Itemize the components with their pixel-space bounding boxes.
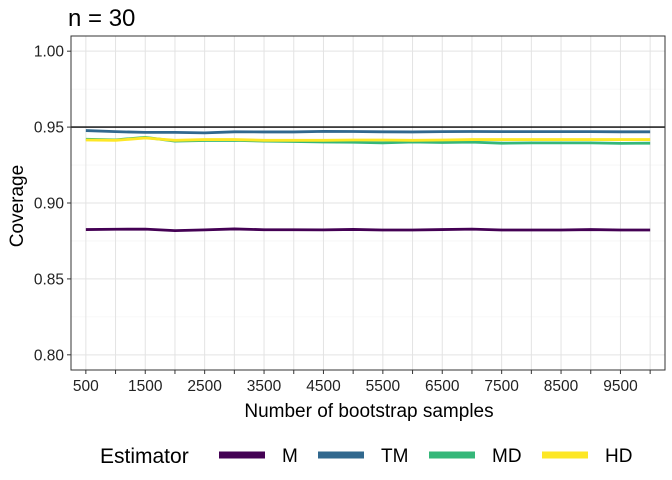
y-tick-label: 0.80 bbox=[34, 347, 65, 364]
y-tick-label: 0.85 bbox=[34, 271, 64, 288]
series-line-tm bbox=[85, 129, 651, 135]
x-tick-label: 3500 bbox=[247, 378, 282, 395]
y-tick-label: 0.90 bbox=[34, 196, 65, 213]
legend-label-m: M bbox=[282, 446, 298, 467]
x-axis-title: Number of bootstrap samples bbox=[244, 401, 493, 422]
legend: Estimator M TM MD HD bbox=[100, 445, 632, 468]
y-tick-label: 1.00 bbox=[34, 44, 65, 61]
legend-title: Estimator bbox=[100, 445, 189, 468]
x-tick-label: 6500 bbox=[425, 378, 460, 395]
legend-label-tm: TM bbox=[381, 446, 408, 467]
legend-label-md: MD bbox=[492, 446, 522, 467]
x-tick-label: 9500 bbox=[603, 378, 638, 395]
x-tick-label: 5500 bbox=[366, 378, 401, 395]
legend-item-md: MD bbox=[429, 446, 522, 467]
x-tick-label: 8500 bbox=[544, 378, 579, 395]
x-tick-label: 4500 bbox=[306, 378, 341, 395]
chart-title: n = 30 bbox=[68, 5, 135, 32]
plot-area: 0.80 0.85 0.90 0.95 1.00 500 1500 2500 3500 4500 5… bbox=[34, 35, 666, 395]
series-line-hd bbox=[85, 136, 651, 142]
legend-label-hd: HD bbox=[605, 446, 632, 467]
x-tick-label: 500 bbox=[73, 378, 99, 395]
series-line-m bbox=[85, 227, 651, 233]
legend-item-m: M bbox=[219, 446, 298, 467]
x-tick-label: 1500 bbox=[128, 378, 163, 395]
legend-item-tm: TM bbox=[318, 446, 408, 467]
legend-item-hd: HD bbox=[542, 446, 632, 467]
y-tick-label: 0.95 bbox=[34, 120, 64, 137]
y-axis-title: Coverage bbox=[7, 165, 28, 247]
x-tick-label: 7500 bbox=[484, 378, 519, 395]
x-tick-label: 2500 bbox=[187, 378, 222, 395]
